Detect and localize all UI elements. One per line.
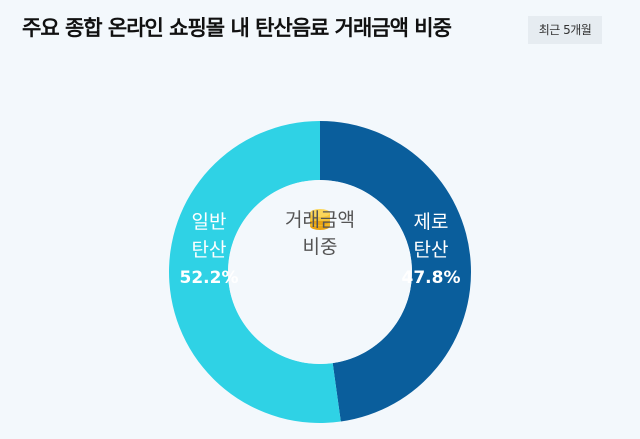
donut-hole (228, 180, 412, 364)
center-label-line: 비중 (302, 236, 338, 258)
chart-title: 주요 종합 온라인 쇼핑몰 내 탄산음료 거래금액 비중 (22, 16, 452, 40)
slice-value: 52.2% (179, 268, 239, 288)
donut-slice-0 (320, 121, 471, 422)
slice-name: 탄산 (413, 239, 449, 261)
slice-value: 47.8% (401, 268, 461, 288)
slice-name: 제로 (413, 211, 449, 233)
slice-label-regular: 일반 탄산 52.2% (174, 208, 244, 292)
coin-stack-icon (310, 209, 330, 230)
slice-label-zero: 제로 탄산 47.8% (396, 208, 466, 292)
center-label: 거래금액 비중 (250, 207, 390, 261)
slice-name: 일반 (191, 211, 227, 233)
slice-name: 탄산 (191, 239, 227, 261)
center-label-line: 거래금액 (285, 209, 355, 231)
period-badge: 최근 5개월 (528, 16, 602, 44)
donut-slice-1 (169, 121, 341, 423)
